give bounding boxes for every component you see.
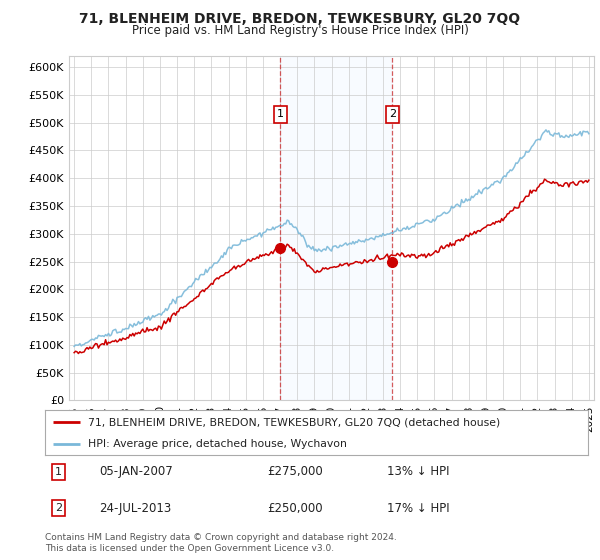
Text: 05-JAN-2007: 05-JAN-2007: [100, 465, 173, 478]
Text: £250,000: £250,000: [268, 502, 323, 515]
Text: 2: 2: [389, 109, 396, 119]
Text: 17% ↓ HPI: 17% ↓ HPI: [387, 502, 450, 515]
Bar: [280, 56, 392, 400]
Text: 71, BLENHEIM DRIVE, BREDON, TEWKESBURY, GL20 7QQ (detached house): 71, BLENHEIM DRIVE, BREDON, TEWKESBURY, …: [88, 417, 500, 427]
Text: 1: 1: [55, 467, 62, 477]
Text: Price paid vs. HM Land Registry's House Price Index (HPI): Price paid vs. HM Land Registry's House …: [131, 24, 469, 37]
Text: HPI: Average price, detached house, Wychavon: HPI: Average price, detached house, Wych…: [88, 438, 347, 449]
Text: 71, BLENHEIM DRIVE, BREDON, TEWKESBURY, GL20 7QQ: 71, BLENHEIM DRIVE, BREDON, TEWKESBURY, …: [79, 12, 521, 26]
Text: £275,000: £275,000: [268, 465, 323, 478]
Text: 13% ↓ HPI: 13% ↓ HPI: [387, 465, 449, 478]
Text: 2: 2: [55, 503, 62, 513]
Text: Contains HM Land Registry data © Crown copyright and database right 2024.
This d: Contains HM Land Registry data © Crown c…: [45, 533, 397, 553]
Text: 1: 1: [277, 109, 284, 119]
Text: 24-JUL-2013: 24-JUL-2013: [100, 502, 172, 515]
